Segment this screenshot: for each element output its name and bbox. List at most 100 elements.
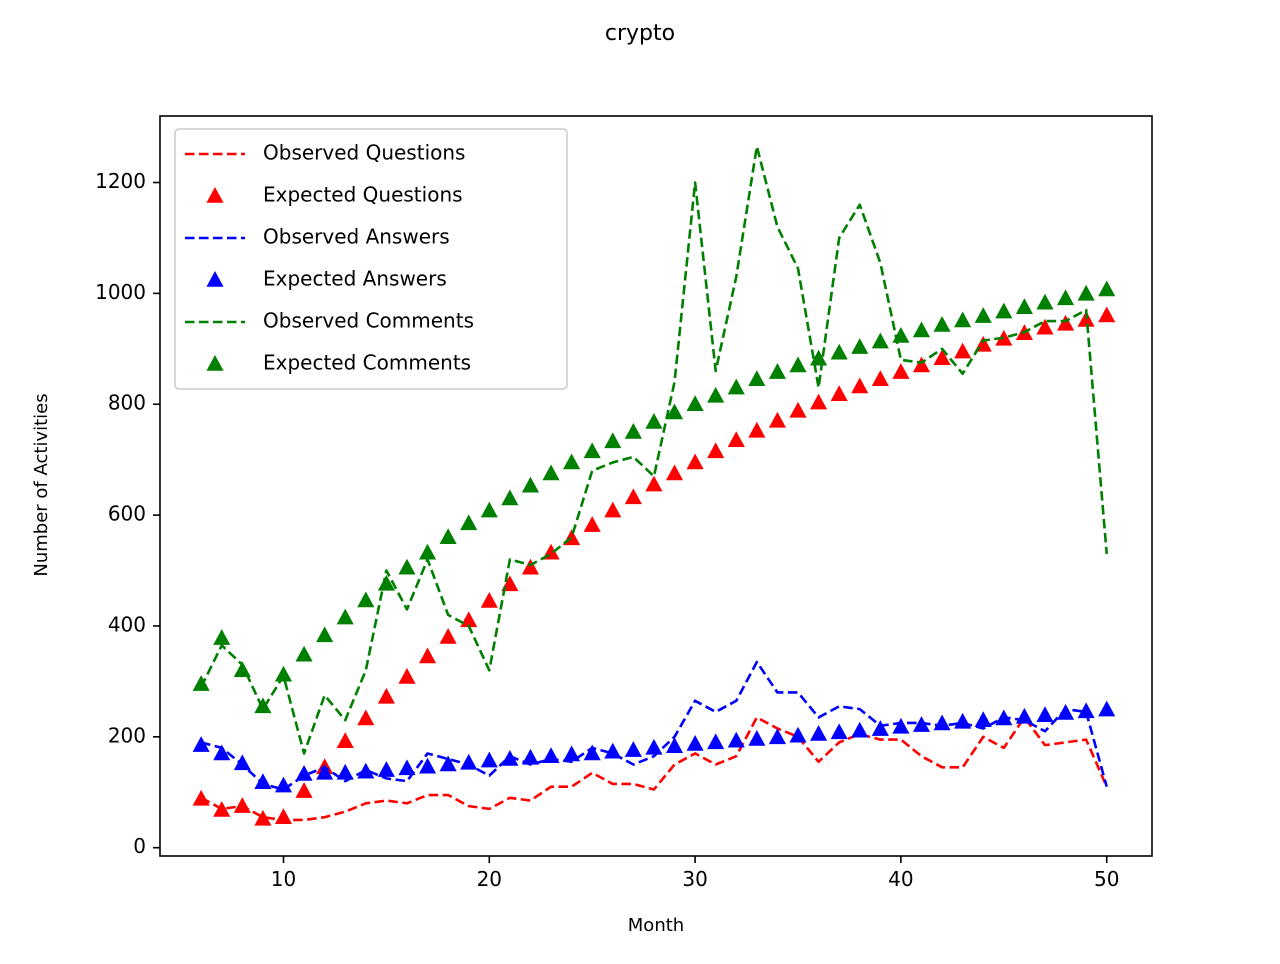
expected-comments-point xyxy=(974,307,992,323)
expected-questions-point xyxy=(768,411,786,428)
expected-comments-point xyxy=(316,626,334,643)
expected-questions-point xyxy=(727,431,745,448)
legend-entry-observed-answers: Observed Answers xyxy=(185,225,450,249)
expected-answers-point xyxy=(1015,707,1033,724)
expected-comments-point xyxy=(933,315,951,332)
expected-answers-point xyxy=(460,753,478,770)
expected-comments-point xyxy=(645,412,663,429)
expected-comments-point xyxy=(789,356,807,373)
expected-questions-point xyxy=(707,442,725,459)
expected-answers-point xyxy=(974,711,992,727)
expected-comments-point xyxy=(1015,298,1033,314)
expected-comments-point xyxy=(748,370,766,387)
expected-answers-point xyxy=(316,763,334,780)
expected-answers-point xyxy=(501,749,519,766)
observed-comments-line xyxy=(199,145,1109,755)
expected-questions-point xyxy=(933,349,951,365)
expected-comments-point xyxy=(912,321,931,338)
legend-entry-expected-questions: Expected Questions xyxy=(206,183,463,207)
expected-comments-point xyxy=(583,442,601,459)
expected-answers-point xyxy=(727,731,745,748)
expected-answers-point xyxy=(233,754,251,771)
expected-comments-point xyxy=(1036,293,1054,310)
series-observed-answers xyxy=(200,660,1108,791)
expected-questions-point xyxy=(686,453,704,470)
expected-comments-point xyxy=(377,574,395,591)
expected-comments-point xyxy=(851,338,869,354)
expected-questions-point xyxy=(274,808,293,824)
series-expected-questions xyxy=(192,306,1116,826)
plot-frame xyxy=(159,115,1153,857)
expected-questions-point xyxy=(830,385,848,402)
y-tick-label: 600 xyxy=(108,502,146,526)
legend-swatch-triangle xyxy=(206,355,224,371)
expected-questions-point xyxy=(624,488,642,505)
expected-comments-point xyxy=(892,327,910,343)
expected-comments-point xyxy=(1057,289,1075,306)
expected-comments-point xyxy=(624,422,642,439)
legend-label: Expected Questions xyxy=(263,183,463,207)
series-observed-comments xyxy=(199,145,1109,755)
legend-label: Expected Comments xyxy=(263,351,471,375)
expected-comments-point xyxy=(295,645,313,662)
expected-comments-point xyxy=(192,675,210,691)
chart-title: crypto xyxy=(605,21,675,46)
expected-answers-point xyxy=(1036,706,1054,722)
expected-answers-point xyxy=(686,735,704,751)
expected-answers-point xyxy=(439,755,457,772)
x-tick-label: 10 xyxy=(271,867,296,891)
expected-questions-point xyxy=(439,628,457,644)
expected-questions-point xyxy=(233,797,251,813)
expected-questions-point xyxy=(665,464,684,481)
expected-questions-point xyxy=(851,377,869,394)
expected-comments-point xyxy=(686,395,704,411)
expected-answers-point xyxy=(419,757,437,774)
expected-answers-point xyxy=(542,747,560,763)
legend-label: Observed Questions xyxy=(263,141,465,165)
expected-comments-point xyxy=(439,528,457,545)
expected-answers-point xyxy=(377,761,395,777)
expected-questions-point xyxy=(192,789,210,806)
expected-questions-point xyxy=(810,393,828,410)
expected-comments-point xyxy=(460,514,478,531)
expected-answers-point xyxy=(768,728,786,745)
expected-questions-point xyxy=(1036,318,1054,335)
expected-comments-point xyxy=(810,349,828,366)
legend-entry-expected-comments: Expected Comments xyxy=(206,351,471,375)
expected-answers-point xyxy=(624,741,642,757)
expected-answers-point xyxy=(707,733,725,750)
expected-questions-point xyxy=(789,401,807,418)
y-tick-label: 1000 xyxy=(95,280,146,304)
expected-answers-point xyxy=(1098,700,1116,717)
expected-answers-point xyxy=(789,726,807,743)
expected-comments-point xyxy=(707,386,725,403)
x-axis-label: Month xyxy=(628,915,684,936)
expected-comments-point xyxy=(604,432,622,449)
expected-answers-point xyxy=(583,744,601,761)
y-axis-label: Number of Activities xyxy=(31,393,52,576)
expected-answers-point xyxy=(748,730,766,746)
expected-comments-point xyxy=(336,608,354,625)
axes-layer: 10 20 30 40 50 0 200 400 600 800 1000 1200 xyxy=(95,115,1153,891)
expected-questions-point xyxy=(213,800,231,817)
expected-comments-point xyxy=(768,363,786,379)
expected-comments-point xyxy=(480,501,498,518)
legend-label: Observed Answers xyxy=(263,225,450,249)
series-observed-questions xyxy=(200,716,1108,822)
expected-answers-point xyxy=(192,736,210,752)
expected-answers-point xyxy=(851,721,869,738)
legend-swatch-triangle xyxy=(206,187,224,203)
expected-comments-point xyxy=(357,591,375,608)
series-expected-answers xyxy=(192,700,1116,793)
expected-comments-point xyxy=(665,403,684,420)
expected-questions-point xyxy=(892,363,910,379)
expected-comments-point xyxy=(521,476,540,493)
legend-entry-observed-questions: Observed Questions xyxy=(185,141,465,165)
expected-answers-point xyxy=(933,714,951,731)
expected-answers-point xyxy=(912,716,931,732)
expected-comments-point xyxy=(563,453,581,470)
expected-comments-point xyxy=(727,378,745,395)
expected-comments-point xyxy=(542,464,560,481)
observed-questions-line xyxy=(200,716,1108,822)
